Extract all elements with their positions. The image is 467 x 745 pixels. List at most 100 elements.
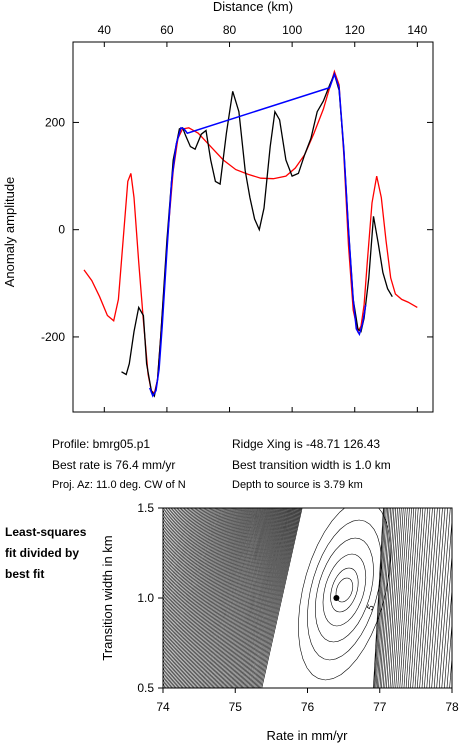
contour-line	[463, 508, 467, 688]
contour-line	[419, 508, 433, 688]
contour-line	[163, 508, 214, 639]
contour-line	[254, 508, 298, 688]
contour-y-axis-title: Transition width in km	[100, 535, 115, 660]
contour-line	[234, 508, 283, 688]
contour-line	[426, 508, 441, 688]
contour-y-ticks: 0.5 1.0 1.5	[137, 501, 163, 695]
contour-line	[232, 508, 281, 688]
contour-line	[384, 508, 397, 688]
contour-line	[241, 508, 289, 688]
contour-line	[212, 508, 267, 688]
contour-level-label: 5	[365, 603, 376, 612]
x-tick-label: 75	[229, 700, 243, 714]
contour-line	[163, 508, 184, 557]
profile-y-axis-title: Anomaly amplitude	[2, 177, 17, 288]
contour-line	[163, 508, 183, 553]
y-tick-label: -200	[41, 330, 65, 344]
contour-line	[421, 508, 436, 688]
contour-line	[173, 508, 238, 688]
contour-line	[163, 508, 229, 688]
contour-line	[260, 508, 302, 688]
contour-line	[225, 508, 277, 688]
depth-to-source: Depth to source is 3.79 km	[232, 479, 363, 491]
contour-line	[431, 508, 446, 688]
contour-line	[256, 508, 299, 688]
contour-line	[376, 508, 388, 688]
contour-line	[163, 508, 198, 592]
observed-anomaly-line	[121, 72, 393, 398]
contour-line	[163, 508, 194, 581]
contour-line	[446, 619, 452, 688]
contour-line	[195, 508, 254, 688]
contour-line	[239, 508, 287, 688]
contour-line	[412, 508, 426, 688]
contour-line	[245, 508, 291, 688]
x-tick-label: 78	[445, 700, 459, 714]
projection-azimuth: Proj. Az: 11.0 deg. CW of N	[52, 479, 186, 491]
best-rate: Best rate is 76.4 mm/yr	[52, 458, 176, 472]
contour-line	[444, 585, 452, 688]
contour-line	[163, 508, 204, 610]
contour-line	[248, 508, 293, 688]
contour-line	[375, 508, 387, 688]
contour-line	[428, 508, 443, 688]
contour-line	[163, 508, 223, 669]
contour-line	[163, 508, 186, 560]
y-tick-label: 1.5	[137, 501, 154, 515]
contour-line	[399, 508, 412, 688]
contour-line	[190, 508, 250, 688]
contour-line	[410, 508, 424, 688]
contour-line	[199, 508, 257, 688]
contour-line	[210, 508, 265, 688]
contour-line	[314, 537, 374, 643]
contour-line	[172, 508, 237, 688]
profile-plot: Distance (km) Anomaly amplitude 40 60 80 10…	[2, 0, 434, 413]
contour-line	[455, 508, 467, 688]
contour-line	[163, 508, 219, 653]
contour-line	[235, 508, 284, 688]
contour-line	[168, 508, 233, 688]
contour-line	[163, 508, 188, 567]
contour-line	[163, 508, 179, 543]
contour-line	[175, 508, 239, 688]
profile-x-ticks: 40 60 80 100 120 140	[98, 23, 428, 412]
x-tick-label: 120	[345, 23, 365, 37]
contour-line	[228, 508, 279, 688]
contour-line	[163, 508, 181, 550]
contour-line	[163, 508, 225, 673]
contour-line	[163, 508, 218, 650]
contour-line	[220, 508, 273, 688]
contour-line	[163, 508, 227, 680]
contour-description: Least-squares fit divided by best fit	[5, 522, 86, 585]
best-transition-width: Best transition width is 1.0 km	[232, 458, 391, 472]
contour-line	[163, 508, 203, 606]
contour-line	[201, 508, 258, 688]
contour-line	[186, 508, 247, 688]
contour-line	[163, 508, 216, 646]
contour-line	[393, 508, 406, 688]
contour-line	[179, 508, 242, 688]
contour-line	[386, 508, 398, 688]
contour-line	[451, 687, 452, 688]
contour-line	[397, 508, 410, 688]
contour-line	[163, 508, 193, 578]
profile-y-ticks: -200 0 200	[41, 115, 433, 344]
y-tick-label: 1.0	[137, 591, 154, 605]
contour-line	[163, 508, 213, 635]
x-tick-label: 74	[156, 700, 170, 714]
contour-line	[255, 508, 299, 688]
contour-line	[163, 508, 208, 620]
contour-line	[202, 508, 259, 688]
contour-line	[378, 508, 390, 688]
x-tick-label: 77	[373, 700, 387, 714]
x-tick-label: 100	[282, 23, 302, 37]
contour-line	[261, 508, 303, 688]
contour-line	[182, 508, 244, 688]
contour-line	[169, 508, 235, 688]
contour-line	[163, 508, 205, 613]
contour-line	[414, 508, 428, 688]
contour-line	[163, 508, 187, 564]
contour-line	[458, 508, 467, 688]
contour-line	[416, 508, 431, 688]
contour-line	[184, 508, 246, 688]
